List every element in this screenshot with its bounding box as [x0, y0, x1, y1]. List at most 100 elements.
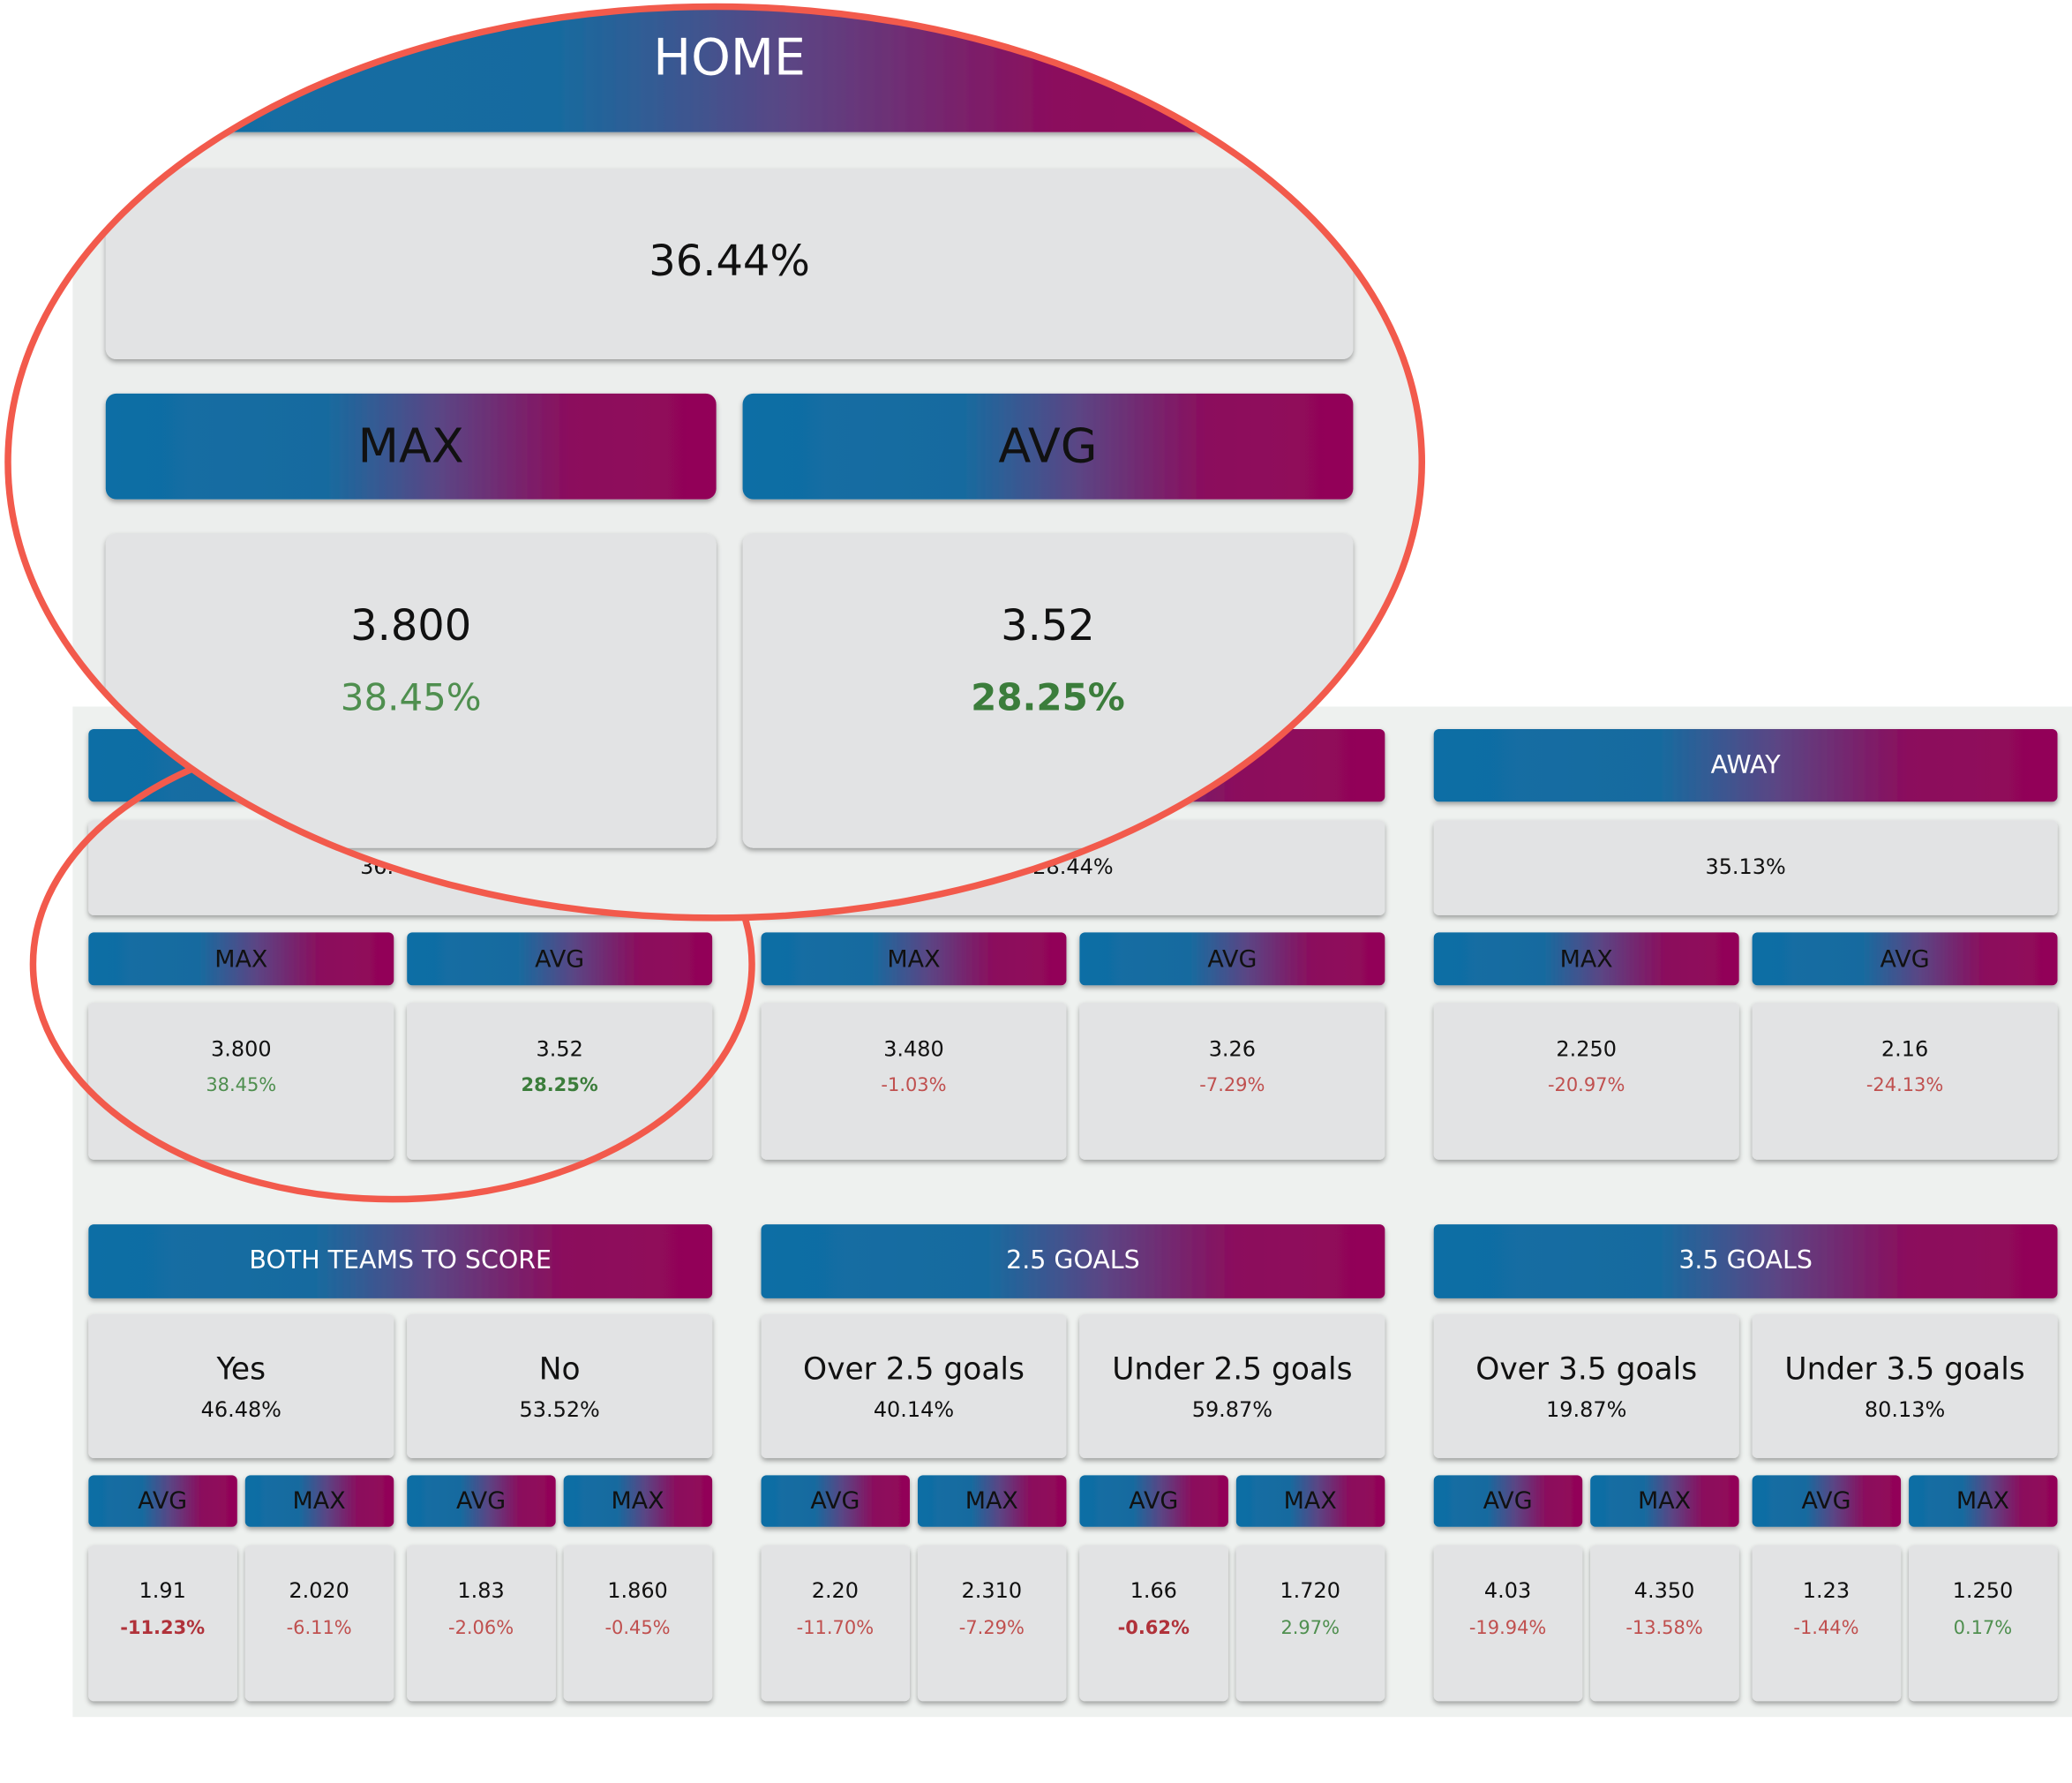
odds-box	[1752, 1545, 1902, 1702]
odds-box	[761, 1545, 910, 1702]
odds-box	[105, 533, 717, 848]
odds-box	[407, 1545, 556, 1702]
column-header	[88, 932, 394, 986]
odds: 1.860	[607, 1578, 668, 1603]
column-header	[105, 393, 717, 500]
option-box	[761, 1313, 1067, 1458]
card-header	[1433, 1224, 2058, 1298]
odds-change: -19.94%	[1469, 1617, 1546, 1638]
odds-box	[1235, 1545, 1385, 1702]
odds: 3.52	[537, 1037, 583, 1062]
odds-change: 0.17%	[1954, 1617, 2013, 1638]
odds: 3.800	[211, 1037, 272, 1062]
odds-box	[1433, 1545, 1583, 1702]
odds: 1.720	[1280, 1578, 1340, 1603]
column-header	[1752, 932, 2058, 986]
column-label: AVG	[1801, 1487, 1851, 1515]
odds-change: 38.45%	[341, 676, 482, 719]
odds: 2.16	[1881, 1037, 1928, 1062]
column-label: MAX	[965, 1487, 1018, 1515]
odds-box	[1433, 1002, 1739, 1160]
odds: 3.26	[1209, 1037, 1256, 1062]
odds: 4.350	[1634, 1578, 1695, 1603]
column-header	[563, 1475, 713, 1527]
card-header	[761, 1224, 1385, 1298]
odds: 3.480	[883, 1037, 944, 1062]
column-header	[1433, 932, 1739, 986]
column-label: AVG	[1483, 1487, 1533, 1515]
column-label: MAX	[1638, 1487, 1691, 1515]
card-title: BOTH TEAMS TO SCORE	[249, 1245, 552, 1275]
column-label: MAX	[1956, 1487, 2009, 1515]
option-box	[1079, 1313, 1385, 1458]
odds: 1.23	[1803, 1578, 1850, 1603]
odds-change: 28.25%	[522, 1074, 598, 1095]
column-header	[917, 1475, 1067, 1527]
column-label: MAX	[611, 1487, 664, 1515]
odds-box	[1079, 1545, 1228, 1702]
column-label: AVG	[1881, 945, 1930, 973]
column-header	[407, 1475, 556, 1527]
column-header	[88, 1475, 237, 1527]
option-label: Yes	[215, 1352, 266, 1388]
option-box	[88, 1313, 394, 1458]
column-label: MAX	[1560, 945, 1613, 973]
option-box	[1752, 1313, 2058, 1458]
column-header	[761, 932, 1067, 986]
odds-box	[563, 1545, 713, 1702]
column-header	[742, 393, 1354, 500]
odds: 4.03	[1484, 1578, 1531, 1603]
odds-box	[407, 1002, 713, 1160]
column-header	[1752, 1475, 1902, 1527]
column-label: MAX	[887, 945, 940, 973]
column-label: AVG	[138, 1487, 187, 1515]
option-label: Over 3.5 goals	[1475, 1352, 1697, 1388]
column-header	[407, 932, 713, 986]
option-box	[1433, 1313, 1739, 1458]
odds: 1.66	[1130, 1578, 1177, 1603]
odds: 1.83	[457, 1578, 504, 1603]
column-label: MAX	[1284, 1487, 1337, 1515]
odds: 2.310	[962, 1578, 1023, 1603]
odds-change: 38.45%	[206, 1074, 276, 1095]
column-label: MAX	[358, 418, 464, 473]
column-header	[1235, 1475, 1385, 1527]
odds-box	[761, 1002, 1067, 1160]
odds-box	[1590, 1545, 1739, 1702]
column-header	[244, 1475, 394, 1527]
odds: 2.20	[812, 1578, 859, 1603]
zoom-card: HOME 36.44% MAX 3.800 38.45% AVG 3.52 28.25%	[105, 6, 1354, 848]
odds-change: -1.44%	[1793, 1617, 1858, 1638]
zoom-ring	[4, 3, 1425, 922]
card-title: HOME	[653, 28, 806, 87]
card-title: 2.5 GOALS	[1006, 1245, 1140, 1275]
odds-change: 2.97%	[1280, 1617, 1340, 1638]
column-label: MAX	[293, 1487, 346, 1515]
odds: 1.91	[139, 1578, 186, 1603]
odds-box	[1909, 1545, 2058, 1702]
card-header	[88, 1224, 713, 1298]
odds-change: -7.29%	[959, 1617, 1025, 1638]
column-header	[761, 1475, 910, 1527]
odds-box	[244, 1545, 394, 1702]
card-title: AWAY	[1711, 750, 1782, 779]
cards: HOME36.44%MAX3.80038.45%AVG3.5228.25%28.…	[88, 728, 2058, 1702]
option-probability: 80.13%	[1865, 1397, 1945, 1422]
odds-box	[88, 1545, 237, 1702]
odds-box	[1752, 1002, 2058, 1160]
probability-box	[1433, 820, 2058, 915]
odds-change: -0.45%	[604, 1617, 670, 1638]
column-label: AVG	[456, 1487, 506, 1515]
column-label: MAX	[214, 945, 267, 973]
column-label: AVG	[535, 945, 584, 973]
card-title: 3.5 GOALS	[1678, 1245, 1813, 1275]
odds: 3.800	[350, 602, 471, 651]
odds-change: -20.97%	[1548, 1074, 1625, 1095]
option-label: Over 2.5 goals	[803, 1352, 1025, 1388]
odds-change: -13.58%	[1625, 1617, 1702, 1638]
column-header	[1079, 1475, 1228, 1527]
odds-box	[88, 1002, 394, 1160]
odds-change: -6.11%	[287, 1617, 352, 1638]
option-probability: 46.48%	[201, 1397, 282, 1422]
option-label: Under 2.5 goals	[1112, 1352, 1352, 1388]
